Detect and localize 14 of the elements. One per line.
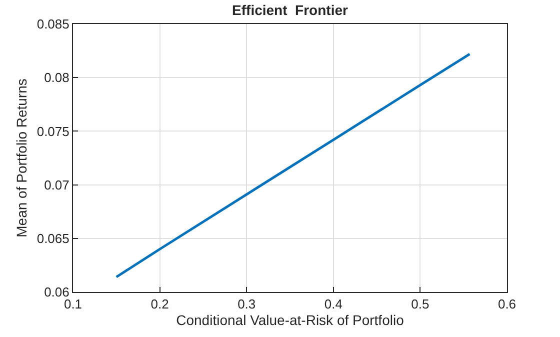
line-series [115, 52, 471, 278]
y-tick-label: 0.085 [36, 16, 70, 32]
y-tick-label: 0.07 [44, 177, 70, 192]
x-tick-label: 0.6 [498, 296, 516, 312]
y-tick-label: 0.075 [36, 124, 70, 139]
y-tick-label: 0.065 [36, 230, 70, 246]
chart-title: Efficient Frontier [232, 2, 348, 18]
y-axis-title: Mean of Portfolio Returns [13, 78, 30, 238]
x-tick-label: 0.3 [238, 296, 256, 312]
x-tick-label: 0.5 [411, 296, 430, 312]
x-axis-title: Conditional Value-at-Risk of Portfolio [176, 312, 404, 328]
x-tick-label: 0.4 [324, 296, 342, 312]
y-tick-label: 0.08 [44, 70, 70, 86]
x-tick-label: 0.2 [150, 296, 169, 312]
